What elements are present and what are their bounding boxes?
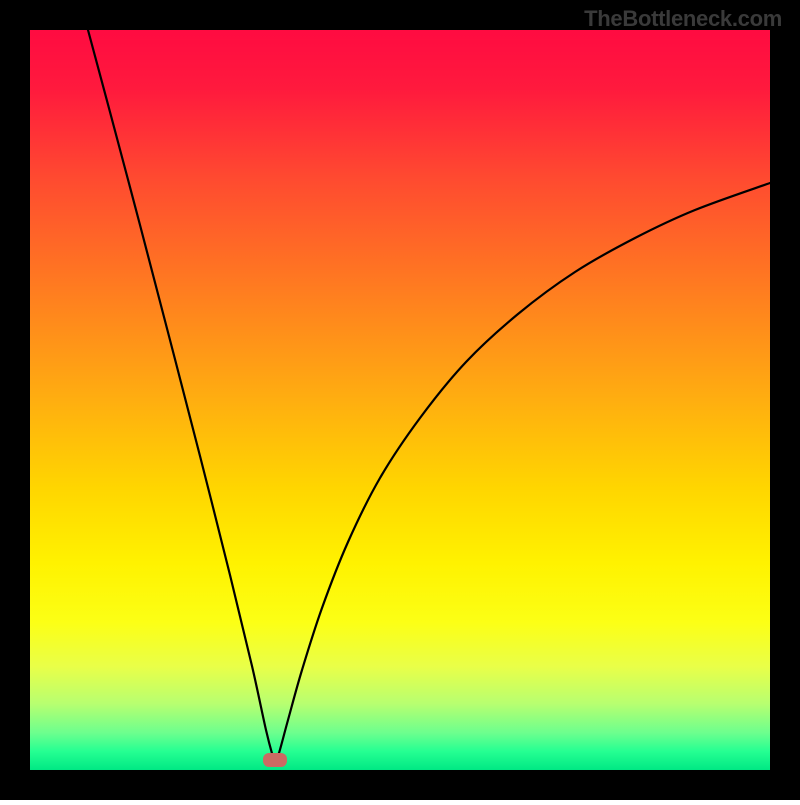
minimum-marker <box>263 753 287 767</box>
bottleneck-chart <box>0 0 800 800</box>
chart-plot-area <box>30 30 770 770</box>
chart-svg <box>0 0 800 800</box>
watermark-text: TheBottleneck.com <box>584 6 782 32</box>
